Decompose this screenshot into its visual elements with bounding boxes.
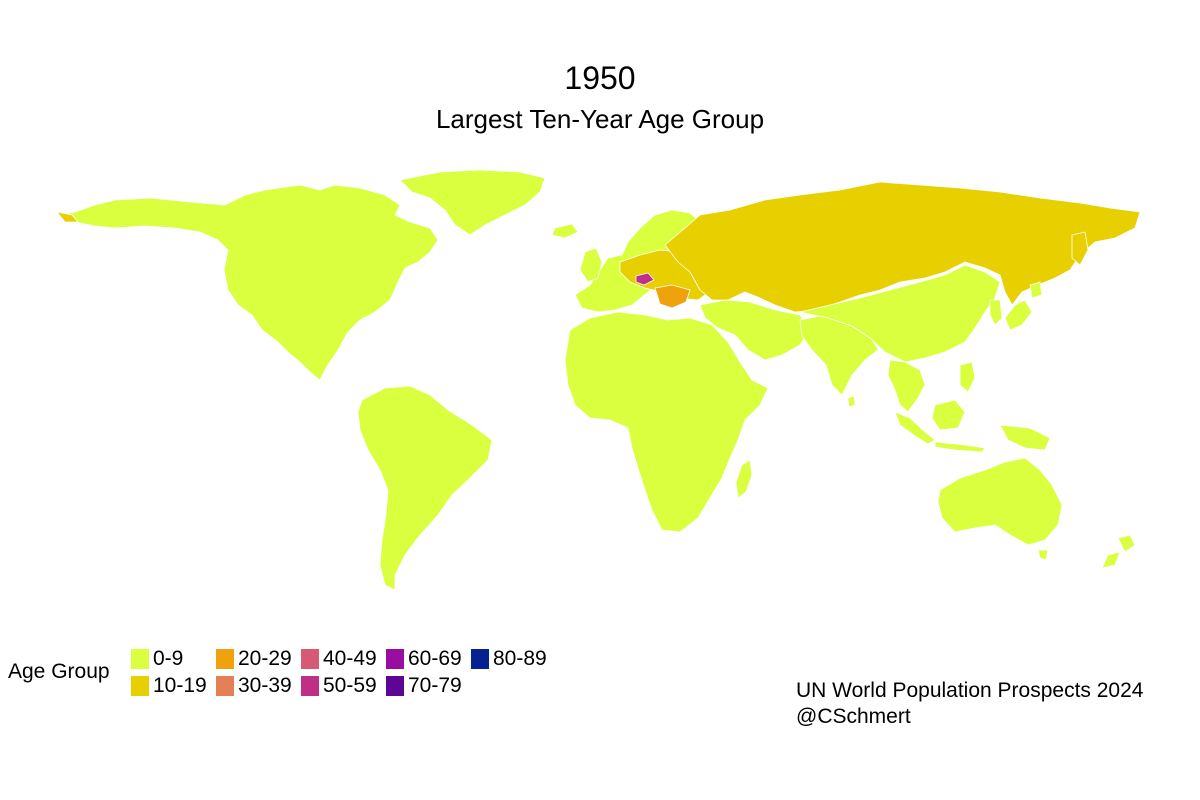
region-madagascar xyxy=(735,459,753,499)
region-east-asia xyxy=(799,264,1001,363)
world-map xyxy=(56,169,1141,591)
legend-label: 0-9 xyxy=(153,646,184,670)
region-japan xyxy=(1004,299,1033,331)
region-sumatra xyxy=(894,411,936,445)
legend-label: 40-49 xyxy=(323,646,377,670)
legend-title: Age Group xyxy=(8,660,110,683)
legend-swatch xyxy=(216,648,234,669)
region-borneo xyxy=(931,399,966,431)
legend-item: 80-89 xyxy=(471,645,556,672)
region-new-guinea xyxy=(999,424,1051,451)
region-alaska xyxy=(56,211,79,223)
legend-label: 80-89 xyxy=(493,646,547,670)
region-southeast-asia xyxy=(887,359,926,413)
region-soviet-union xyxy=(664,181,1141,313)
region-sri-lanka xyxy=(847,395,856,408)
legend-item: 20-29 xyxy=(216,645,301,672)
caption-author: @CSchmert xyxy=(796,705,911,728)
region-north-america xyxy=(59,184,439,381)
legend-item: 0-9 xyxy=(131,645,216,672)
legend-label: 50-59 xyxy=(323,673,377,697)
region-korea xyxy=(989,299,1003,326)
legend-item: 30-39 xyxy=(216,672,301,699)
region-hokkaido xyxy=(1029,281,1043,299)
region-new-zealand xyxy=(1117,534,1136,553)
legend-label: 70-79 xyxy=(408,673,462,697)
legend-swatch xyxy=(301,675,319,696)
region-greenland xyxy=(399,169,546,236)
region-kamchatka xyxy=(1071,231,1089,266)
legend-swatch xyxy=(216,675,234,696)
legend-item: 50-59 xyxy=(301,672,386,699)
region-africa xyxy=(564,311,769,533)
region-philippines xyxy=(959,361,976,393)
region-new-zealand-south xyxy=(1101,551,1121,569)
legend-swatch xyxy=(131,675,149,696)
region-tasmania xyxy=(1037,549,1049,561)
region-australia xyxy=(937,457,1063,546)
region-balkans xyxy=(654,284,691,309)
legend-label: 20-29 xyxy=(238,646,292,670)
region-middle-east xyxy=(699,299,811,361)
region-british-isles xyxy=(579,247,603,283)
legend-item: 40-49 xyxy=(301,645,386,672)
legend-swatch xyxy=(471,648,489,669)
caption-source: UN World Population Prospects 2024 xyxy=(796,679,1144,702)
map-title: 1950 xyxy=(564,60,636,96)
legend-label: 10-19 xyxy=(153,673,207,697)
legend-item: 60-69 xyxy=(386,645,471,672)
legend-item: 70-79 xyxy=(386,672,471,699)
region-south-america xyxy=(357,385,493,591)
region-iceland xyxy=(551,223,579,239)
legend-swatch xyxy=(301,648,319,669)
legend-label: 60-69 xyxy=(408,646,462,670)
region-java xyxy=(934,441,986,453)
legend-label: 30-39 xyxy=(238,673,292,697)
legend-items: 0-9 10-19 20-29 30-39 40-49 50-59 60-69 70-79 80… xyxy=(131,645,556,699)
legend-swatch xyxy=(386,675,404,696)
legend-swatch xyxy=(386,648,404,669)
legend-swatch xyxy=(131,648,149,669)
caption: UN World Population Prospects 2024 @CSch… xyxy=(796,678,1143,730)
region-hungary xyxy=(635,272,655,286)
map-subtitle: Largest Ten-Year Age Group xyxy=(435,104,765,134)
legend-item: 10-19 xyxy=(131,672,216,699)
